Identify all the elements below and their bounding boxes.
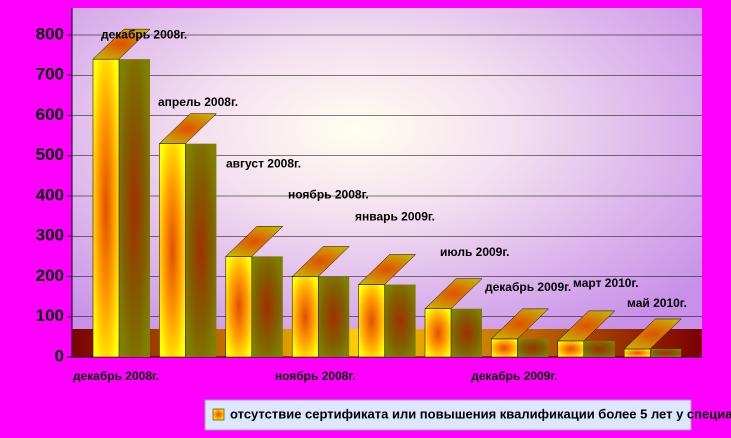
bar-label: январь 2009г. (355, 210, 435, 224)
legend-swatch (212, 408, 225, 421)
bar (291, 276, 319, 358)
y-tick-label: 500 (36, 145, 64, 164)
bar-side (318, 276, 350, 357)
bar-side (583, 340, 615, 357)
bar (557, 340, 585, 358)
bar (491, 338, 518, 358)
x-tick-label: декабрь 2008г. (73, 369, 159, 383)
x-tick-label: декабрь 2009г. (471, 369, 557, 383)
bar-top (158, 113, 218, 144)
bar-top (424, 278, 483, 309)
bar (159, 143, 186, 358)
bar-top (623, 318, 682, 350)
bar-label: март 2010г. (573, 276, 639, 290)
bar-label: апрель 2008г. (158, 95, 238, 109)
bar-label: декабрь 2009г. (485, 280, 571, 294)
bar-side (185, 143, 217, 357)
bar (92, 58, 120, 358)
bar-top (557, 310, 616, 342)
bar-side (451, 308, 482, 357)
x-tick-label: ноябрь 2008г. (275, 369, 356, 383)
bar-top (92, 28, 151, 60)
y-tick-label: 800 (36, 24, 64, 43)
y-tick-label: 700 (36, 65, 64, 84)
y-tick-label: 0 (55, 346, 64, 365)
y-tick-label: 100 (36, 306, 64, 325)
bar-label: декабрь 2008г. (101, 27, 187, 41)
y-tick-label: 300 (36, 226, 64, 245)
legend-label: отсутствие сертификата или повышения ква… (230, 406, 731, 421)
bar (225, 256, 253, 358)
bar-side (251, 256, 283, 357)
bar-side (517, 338, 549, 357)
bar-top (490, 308, 550, 340)
bar (623, 348, 651, 358)
bar (358, 284, 385, 358)
bar-label: август 2008г. (226, 157, 301, 171)
legend (204, 399, 692, 431)
bar-label: май 2010г. (627, 296, 687, 310)
bar-side (384, 284, 416, 357)
bar-top (291, 246, 350, 277)
y-tick-label: 600 (36, 105, 64, 124)
bar-label: июль 2009г. (440, 245, 510, 259)
bar-top (357, 254, 417, 285)
bar (424, 308, 452, 358)
bar-side (119, 59, 150, 358)
bar-label: ноябрь 2008г. (288, 188, 369, 202)
y-tick-label: 200 (36, 266, 64, 285)
bar-side (650, 348, 682, 357)
bar-top (225, 226, 284, 257)
y-tick-label: 400 (36, 185, 64, 204)
